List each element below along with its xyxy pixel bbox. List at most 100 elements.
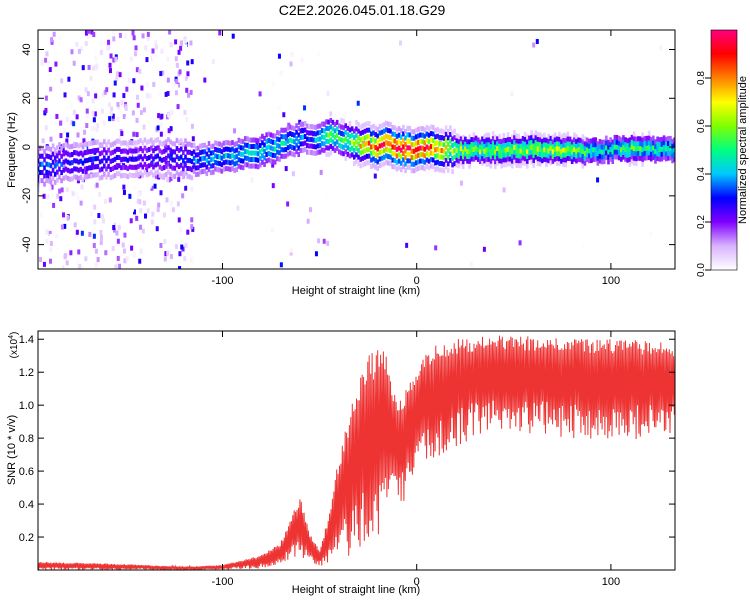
ridge-cell	[92, 156, 95, 162]
ridge-cell	[387, 160, 390, 166]
ridge-cell	[581, 144, 585, 150]
ridge-cell	[378, 143, 382, 149]
ridge-cell	[628, 147, 632, 153]
ridge-cell	[481, 160, 484, 166]
ridge-cell	[184, 170, 187, 176]
ridge-cell	[143, 153, 147, 159]
noise-cell	[146, 250, 150, 256]
ridge-cell	[352, 148, 356, 154]
ridge-cell	[299, 128, 303, 134]
noise-cell	[153, 183, 157, 189]
ridge-cell	[229, 160, 232, 166]
ridge-cell	[429, 163, 433, 169]
ridge-cell	[51, 167, 55, 173]
ridge-cell	[440, 154, 444, 160]
ridge-cell	[100, 174, 104, 180]
ridge-cell	[41, 153, 44, 159]
ridge-cell	[143, 137, 147, 143]
ridge-cell	[184, 162, 187, 168]
ridge-cell	[504, 162, 508, 168]
noise-cell	[59, 196, 63, 202]
ridge-cell	[429, 144, 433, 150]
ridge-cell	[329, 150, 333, 156]
ridge-cell	[160, 149, 164, 155]
ridge-cell	[406, 158, 409, 164]
noise-cell	[38, 187, 40, 193]
ridge-cell	[498, 138, 501, 144]
ridge-cell	[224, 153, 228, 159]
ridge-cell	[671, 148, 674, 154]
ridge-cell	[496, 155, 499, 161]
ridge-cell	[154, 138, 157, 144]
ridge-cell	[363, 148, 367, 154]
ridge-cell	[105, 142, 108, 148]
ridge-cell	[173, 173, 177, 179]
noise-cell	[169, 200, 173, 206]
ridge-cell	[590, 143, 593, 149]
snr-series-line	[37, 335, 676, 572]
ridge-cell	[49, 163, 53, 169]
ridge-cell	[508, 137, 512, 143]
ridge-cell	[560, 139, 563, 145]
ridge-cell	[83, 158, 87, 164]
ridge-cell	[370, 131, 373, 137]
ridge-cell	[423, 133, 427, 139]
ridge-cell	[615, 134, 619, 140]
noise-cell	[108, 233, 112, 239]
ridge-cell	[150, 137, 153, 143]
ridge-cell	[528, 150, 531, 156]
noise-cell	[185, 116, 189, 122]
ridge-cell	[641, 142, 644, 148]
noise-cell	[123, 258, 127, 264]
ridge-cell	[596, 160, 600, 166]
ridge-cell	[120, 157, 123, 163]
noise-cell	[94, 225, 98, 231]
noise-cell	[45, 51, 49, 57]
noise-cell	[178, 69, 182, 75]
ridge-cell	[231, 159, 234, 165]
ridge-cell	[408, 158, 412, 164]
ridge-cell	[662, 154, 666, 160]
ridge-cell	[280, 153, 283, 159]
noise-cell	[48, 185, 52, 191]
ridge-cell	[553, 132, 557, 138]
snr-scale-label: (x104)	[8, 332, 20, 359]
ridge-cell	[566, 131, 570, 137]
noise-cell	[50, 163, 54, 169]
ridge-cell	[248, 157, 251, 163]
ridge-cell	[583, 160, 587, 166]
spectrogram-heatmap	[38, 30, 675, 269]
ridge-cell	[128, 164, 132, 170]
noise-cell	[116, 255, 120, 261]
ridge-cell	[615, 149, 619, 155]
ridge-cell	[611, 149, 615, 155]
noise-cell	[70, 30, 74, 35]
noise-cell	[72, 109, 76, 115]
ridge-cell	[378, 163, 382, 169]
ridge-cell	[667, 141, 670, 147]
ridge-cell	[562, 162, 565, 168]
ridge-cell	[107, 155, 110, 161]
ridge-cell	[438, 141, 442, 147]
ridge-cell	[271, 133, 275, 139]
noise-cell	[148, 93, 152, 99]
ridge-cell	[152, 156, 155, 162]
ridge-cell	[359, 130, 362, 136]
ridge-cell	[378, 124, 382, 130]
ridge-cell	[113, 156, 117, 162]
ridge-cell	[269, 138, 273, 144]
ridge-cell	[540, 148, 544, 154]
ridge-cell	[649, 146, 653, 152]
noise-cell	[185, 87, 189, 93]
noise-cell	[49, 240, 53, 246]
noise-cell	[164, 91, 168, 97]
noise-cell	[89, 211, 93, 217]
ridge-cell	[442, 155, 446, 161]
ridge-cell	[331, 145, 335, 151]
ridge-cell	[56, 169, 59, 175]
y-tick-label: 0.4	[19, 499, 34, 511]
ridge-cell	[340, 117, 343, 123]
ridge-cell	[177, 155, 181, 161]
ridge-cell	[468, 134, 471, 140]
ridge-cell	[673, 147, 675, 153]
